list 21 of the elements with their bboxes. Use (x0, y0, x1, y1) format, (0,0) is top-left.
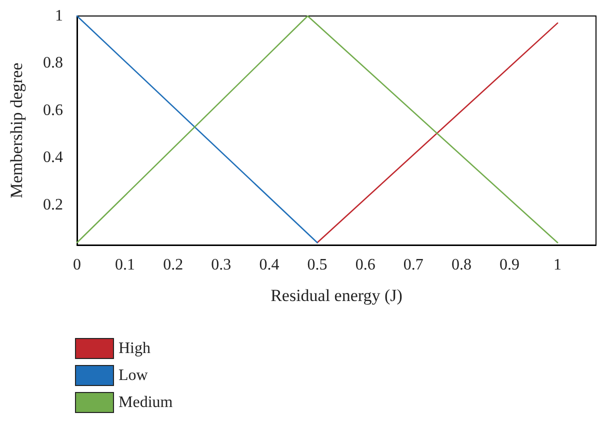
x-tick-label: 0 (73, 256, 81, 274)
x-tick-label: 0.1 (115, 256, 136, 274)
x-tick-label: 0.6 (355, 256, 376, 274)
legend-label: High (118, 340, 150, 357)
x-tick-label: 0.4 (259, 256, 280, 274)
x-tick-label: 0.3 (211, 256, 232, 274)
x-tick-label: 1 (554, 256, 562, 274)
legend-label: Medium (118, 394, 174, 411)
y-axis-title: Membership degree (7, 62, 26, 198)
y-tick-label: 0.6 (43, 102, 63, 119)
y-tick-label: 0.2 (43, 196, 63, 214)
x-tick-label: 0.8 (451, 256, 472, 274)
x-tick-label: 0.7 (403, 256, 424, 274)
x-tick-label: 0.5 (307, 256, 328, 274)
y-tick-label: 1 (55, 8, 63, 24)
x-tick-label: 0.2 (163, 256, 184, 274)
y-tick-label: 0.4 (43, 149, 63, 166)
x-axis-title: Residual energy (J) (270, 286, 402, 305)
x-tick-label: 0.9 (500, 256, 520, 274)
y-tick-label: 0.8 (43, 54, 63, 72)
legend-label: Low (118, 367, 148, 384)
